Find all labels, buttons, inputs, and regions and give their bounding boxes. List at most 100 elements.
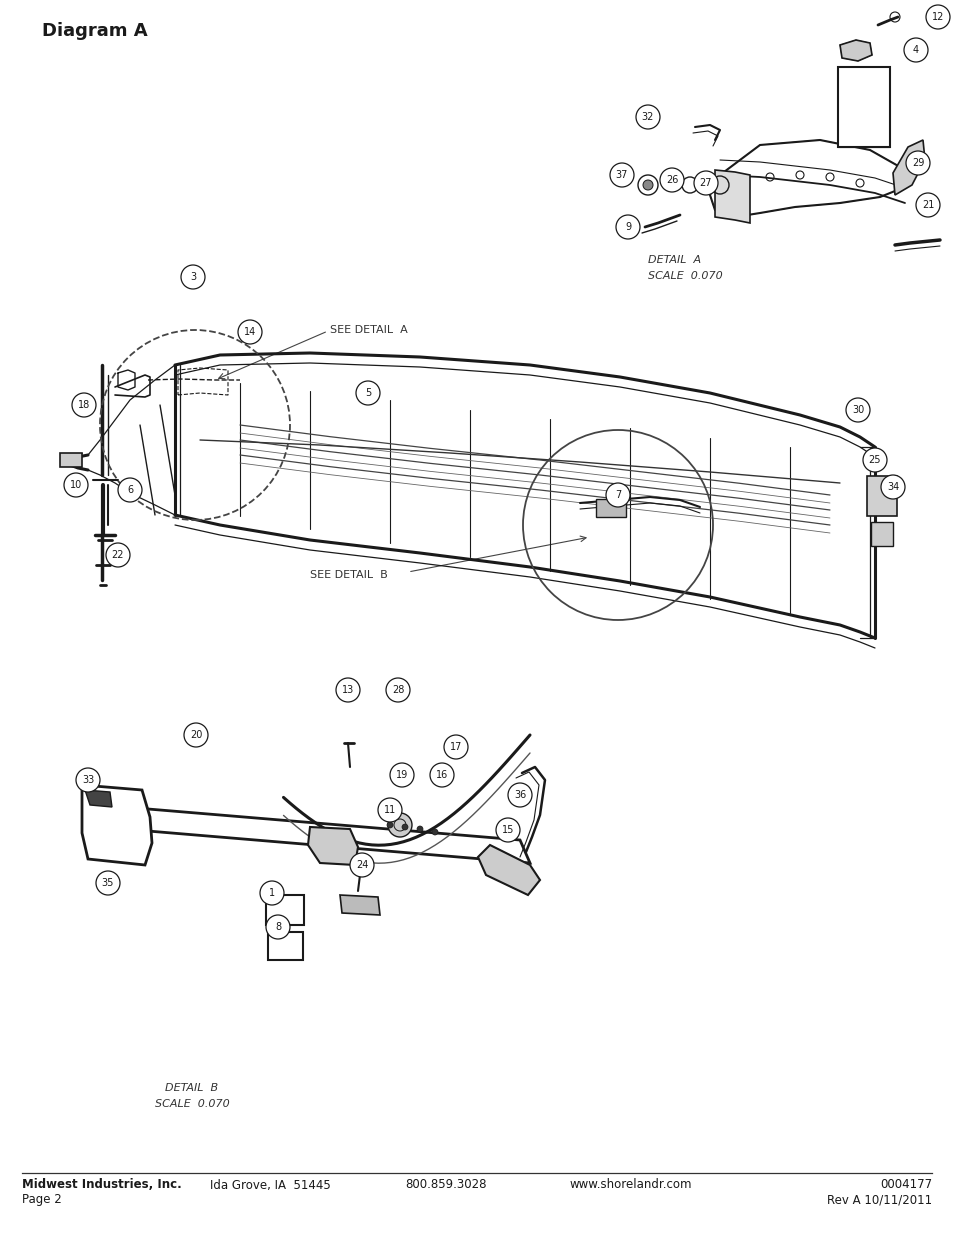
Text: 36: 36: [514, 790, 525, 800]
Circle shape: [430, 763, 454, 787]
Text: 34: 34: [886, 482, 898, 492]
Circle shape: [507, 783, 532, 806]
FancyBboxPatch shape: [866, 475, 896, 516]
Polygon shape: [339, 895, 379, 915]
Polygon shape: [308, 827, 357, 864]
Text: www.shorelandr.com: www.shorelandr.com: [569, 1178, 692, 1192]
Circle shape: [845, 398, 869, 422]
Text: 6: 6: [127, 485, 132, 495]
Text: 9: 9: [624, 222, 630, 232]
Circle shape: [387, 823, 393, 827]
Text: 0004177: 0004177: [879, 1178, 931, 1192]
Circle shape: [915, 193, 939, 217]
Circle shape: [355, 382, 379, 405]
Circle shape: [260, 881, 284, 905]
Text: 17: 17: [450, 742, 461, 752]
Circle shape: [118, 478, 142, 501]
Circle shape: [390, 763, 414, 787]
Circle shape: [905, 151, 929, 175]
Text: 7: 7: [615, 490, 620, 500]
Circle shape: [616, 215, 639, 240]
Text: 25: 25: [868, 454, 881, 466]
Text: 8: 8: [274, 923, 281, 932]
FancyBboxPatch shape: [60, 453, 82, 467]
Text: Ida Grove, IA  51445: Ida Grove, IA 51445: [210, 1178, 331, 1192]
Circle shape: [605, 483, 629, 508]
Circle shape: [693, 170, 718, 195]
Text: 14: 14: [244, 327, 255, 337]
Text: DETAIL  A
SCALE  0.070: DETAIL A SCALE 0.070: [647, 254, 722, 280]
Text: 18: 18: [78, 400, 90, 410]
Circle shape: [76, 768, 100, 792]
Text: SEE DETAIL  A: SEE DETAIL A: [330, 325, 407, 335]
Circle shape: [416, 826, 422, 832]
Text: 800.859.3028: 800.859.3028: [405, 1178, 486, 1192]
Text: Midwest Industries, Inc.: Midwest Industries, Inc.: [22, 1178, 182, 1192]
Polygon shape: [840, 40, 871, 61]
Text: SEE DETAIL  B: SEE DETAIL B: [310, 571, 387, 580]
Circle shape: [335, 678, 359, 701]
FancyBboxPatch shape: [837, 67, 889, 147]
Circle shape: [432, 829, 437, 835]
Circle shape: [106, 543, 130, 567]
FancyBboxPatch shape: [268, 932, 303, 960]
Circle shape: [496, 818, 519, 842]
Circle shape: [64, 473, 88, 496]
Text: 13: 13: [341, 685, 354, 695]
Polygon shape: [100, 805, 530, 863]
Circle shape: [401, 824, 408, 830]
Circle shape: [237, 320, 262, 345]
Polygon shape: [85, 790, 112, 806]
Text: 12: 12: [931, 12, 943, 22]
Text: 5: 5: [364, 388, 371, 398]
FancyBboxPatch shape: [870, 522, 892, 546]
Circle shape: [862, 448, 886, 472]
Text: Rev A 10/11/2011: Rev A 10/11/2011: [826, 1193, 931, 1207]
Text: 10: 10: [70, 480, 82, 490]
Polygon shape: [477, 845, 539, 895]
Text: 26: 26: [665, 175, 678, 185]
Text: 1: 1: [269, 888, 274, 898]
Circle shape: [609, 163, 634, 186]
Circle shape: [659, 168, 683, 191]
Text: DETAIL  B
SCALE  0.070: DETAIL B SCALE 0.070: [154, 1083, 229, 1109]
FancyBboxPatch shape: [596, 499, 625, 517]
Circle shape: [880, 475, 904, 499]
Text: 4: 4: [912, 44, 918, 56]
Text: 11: 11: [383, 805, 395, 815]
Text: Diagram A: Diagram A: [42, 22, 148, 40]
Circle shape: [903, 38, 927, 62]
Text: 28: 28: [392, 685, 404, 695]
Text: 33: 33: [82, 776, 94, 785]
Circle shape: [266, 915, 290, 939]
Polygon shape: [709, 140, 904, 217]
Circle shape: [377, 798, 401, 823]
FancyBboxPatch shape: [266, 895, 304, 925]
Circle shape: [925, 5, 949, 28]
Circle shape: [386, 678, 410, 701]
Text: 20: 20: [190, 730, 202, 740]
Text: 24: 24: [355, 860, 368, 869]
Circle shape: [96, 871, 120, 895]
Text: 16: 16: [436, 769, 448, 781]
Text: Page 2: Page 2: [22, 1193, 62, 1207]
Circle shape: [181, 266, 205, 289]
Text: 29: 29: [911, 158, 923, 168]
Circle shape: [443, 735, 468, 760]
Circle shape: [642, 180, 652, 190]
Text: 19: 19: [395, 769, 408, 781]
Circle shape: [350, 853, 374, 877]
Circle shape: [388, 813, 412, 837]
Polygon shape: [714, 170, 749, 224]
Text: 30: 30: [851, 405, 863, 415]
Text: 15: 15: [501, 825, 514, 835]
Text: 22: 22: [112, 550, 124, 559]
Polygon shape: [82, 785, 152, 864]
Circle shape: [184, 722, 208, 747]
Circle shape: [71, 393, 96, 417]
Text: 37: 37: [616, 170, 627, 180]
Text: 32: 32: [641, 112, 654, 122]
Text: 3: 3: [190, 272, 196, 282]
Text: 21: 21: [921, 200, 933, 210]
Polygon shape: [892, 140, 924, 195]
